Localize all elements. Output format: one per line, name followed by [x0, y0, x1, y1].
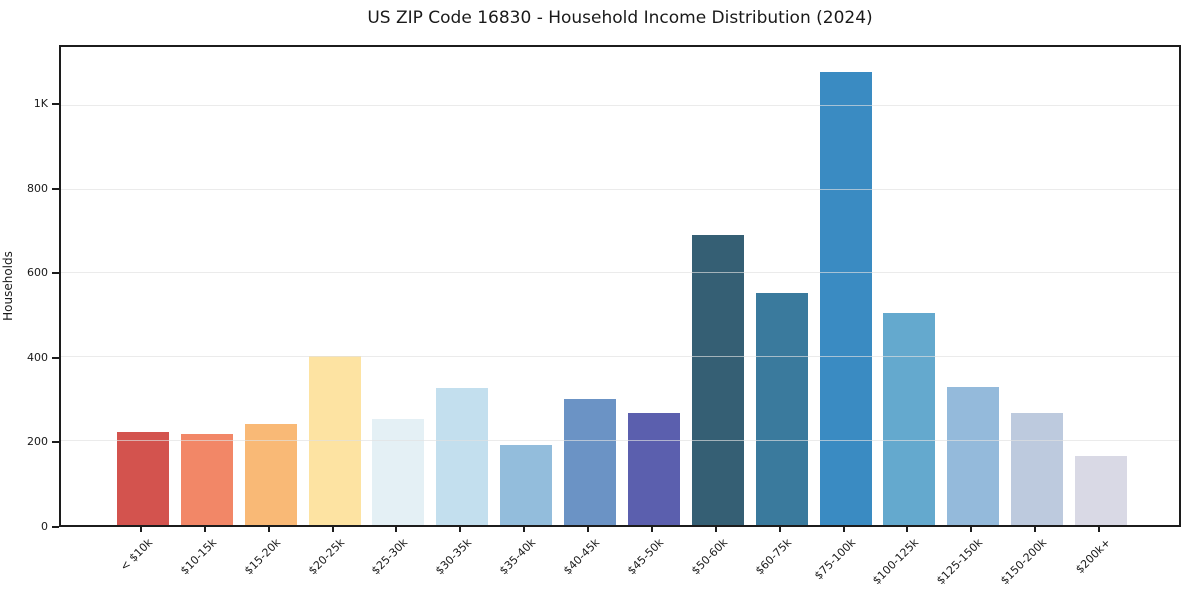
x-tick-mark-$15-20k	[267, 527, 270, 532]
x-tick-mark-$50-60k	[714, 527, 717, 532]
y-tick-mark-600	[52, 272, 59, 275]
bar-$100-125k	[883, 312, 936, 525]
x-tick-label-$35-40k: $35-40k	[497, 536, 539, 578]
y-tick-label-200: 200	[27, 435, 48, 449]
bar-$40-45k	[564, 399, 617, 525]
x-tick-mark-$40-45k	[587, 527, 590, 532]
x-tick-label-$60-75k: $60-75k	[752, 536, 794, 578]
x-tick-label-$45-50k: $45-50k	[624, 536, 667, 578]
x-tick-mark-$45-50k	[650, 527, 653, 532]
bar-$50-60k	[691, 234, 744, 525]
x-tick-label-$50-60k: $50-60k	[688, 536, 731, 578]
x-tick-label-$125-150k: $125-150k	[934, 536, 986, 588]
x-tick-label-$40-45k: $40-45k	[560, 536, 603, 578]
x-tick-mark-$20-25k	[331, 527, 334, 532]
x-tick-label-$15-20k: $15-20k	[241, 536, 283, 578]
x-tick-label-$200k+: $200k+	[1073, 536, 1114, 577]
x-tick-mark-$35-40k	[523, 527, 526, 532]
bar-$45-50k	[627, 412, 680, 525]
y-axis-label: Households	[1, 251, 15, 321]
gridline-1000	[61, 104, 1179, 106]
x-tick-mark-$125-150k	[970, 527, 973, 532]
x-tick-label-$10-15k: $10-15k	[177, 536, 220, 578]
bar-$60-75k	[755, 293, 808, 525]
x-tick-mark-$30-35k	[459, 527, 462, 532]
x-tick-label-$75-100k: $75-100k	[811, 536, 858, 583]
y-tick-label-400: 400	[27, 350, 48, 364]
y-tick-label-0: 0	[41, 520, 48, 533]
y-tick-mark-0	[52, 526, 59, 528]
y-tick-label-600: 600	[27, 266, 48, 280]
x-tick-mark-$200k+	[1098, 527, 1101, 532]
x-tick-mark-$100-125k	[906, 527, 909, 532]
bar-$30-35k	[436, 388, 489, 525]
x-tick-mark-$10-15k	[203, 527, 206, 532]
gridline-600	[61, 272, 1179, 274]
bar-$150-200k	[1011, 413, 1064, 525]
bar-< $10k	[116, 431, 169, 525]
y-tick-label-800: 800	[27, 181, 48, 195]
x-tick-label-$150-200k: $150-200k	[998, 536, 1050, 588]
x-tick-mark-$25-30k	[395, 527, 398, 532]
x-tick-label-$20-25k: $20-25k	[305, 536, 347, 578]
x-tick-label-$100-125k: $100-125k	[870, 536, 922, 588]
bar-$15-20k	[244, 423, 297, 525]
x-tick-mark-< $10k	[139, 527, 142, 532]
gridline-800	[61, 188, 1179, 190]
bar-$200k+	[1075, 455, 1128, 525]
x-tick-label-$25-30k: $25-30k	[369, 536, 411, 578]
x-tick-label-< $10k: < $10k	[117, 536, 156, 574]
x-tick-mark-$60-75k	[778, 527, 781, 532]
x-tick-mark-$150-200k	[1034, 527, 1037, 532]
y-tick-mark-1000	[52, 103, 59, 106]
x-tick-label-$30-35k: $30-35k	[433, 536, 475, 578]
bar-$10-15k	[180, 433, 233, 525]
plot-area	[59, 45, 1181, 527]
bar-$35-40k	[500, 444, 553, 525]
gridline-200	[61, 440, 1179, 442]
bar-$75-100k	[819, 72, 872, 525]
y-tick-label-1K: 1K	[33, 97, 48, 111]
chart-title: US ZIP Code 16830 - Household Income Dis…	[367, 8, 873, 28]
bar-$125-150k	[947, 387, 1000, 525]
bar-$25-30k	[372, 418, 425, 525]
y-tick-mark-400	[52, 356, 59, 359]
y-tick-mark-200	[52, 441, 59, 444]
y-tick-mark-800	[52, 187, 59, 190]
x-tick-mark-$75-100k	[842, 527, 845, 532]
gridline-400	[61, 356, 1179, 358]
